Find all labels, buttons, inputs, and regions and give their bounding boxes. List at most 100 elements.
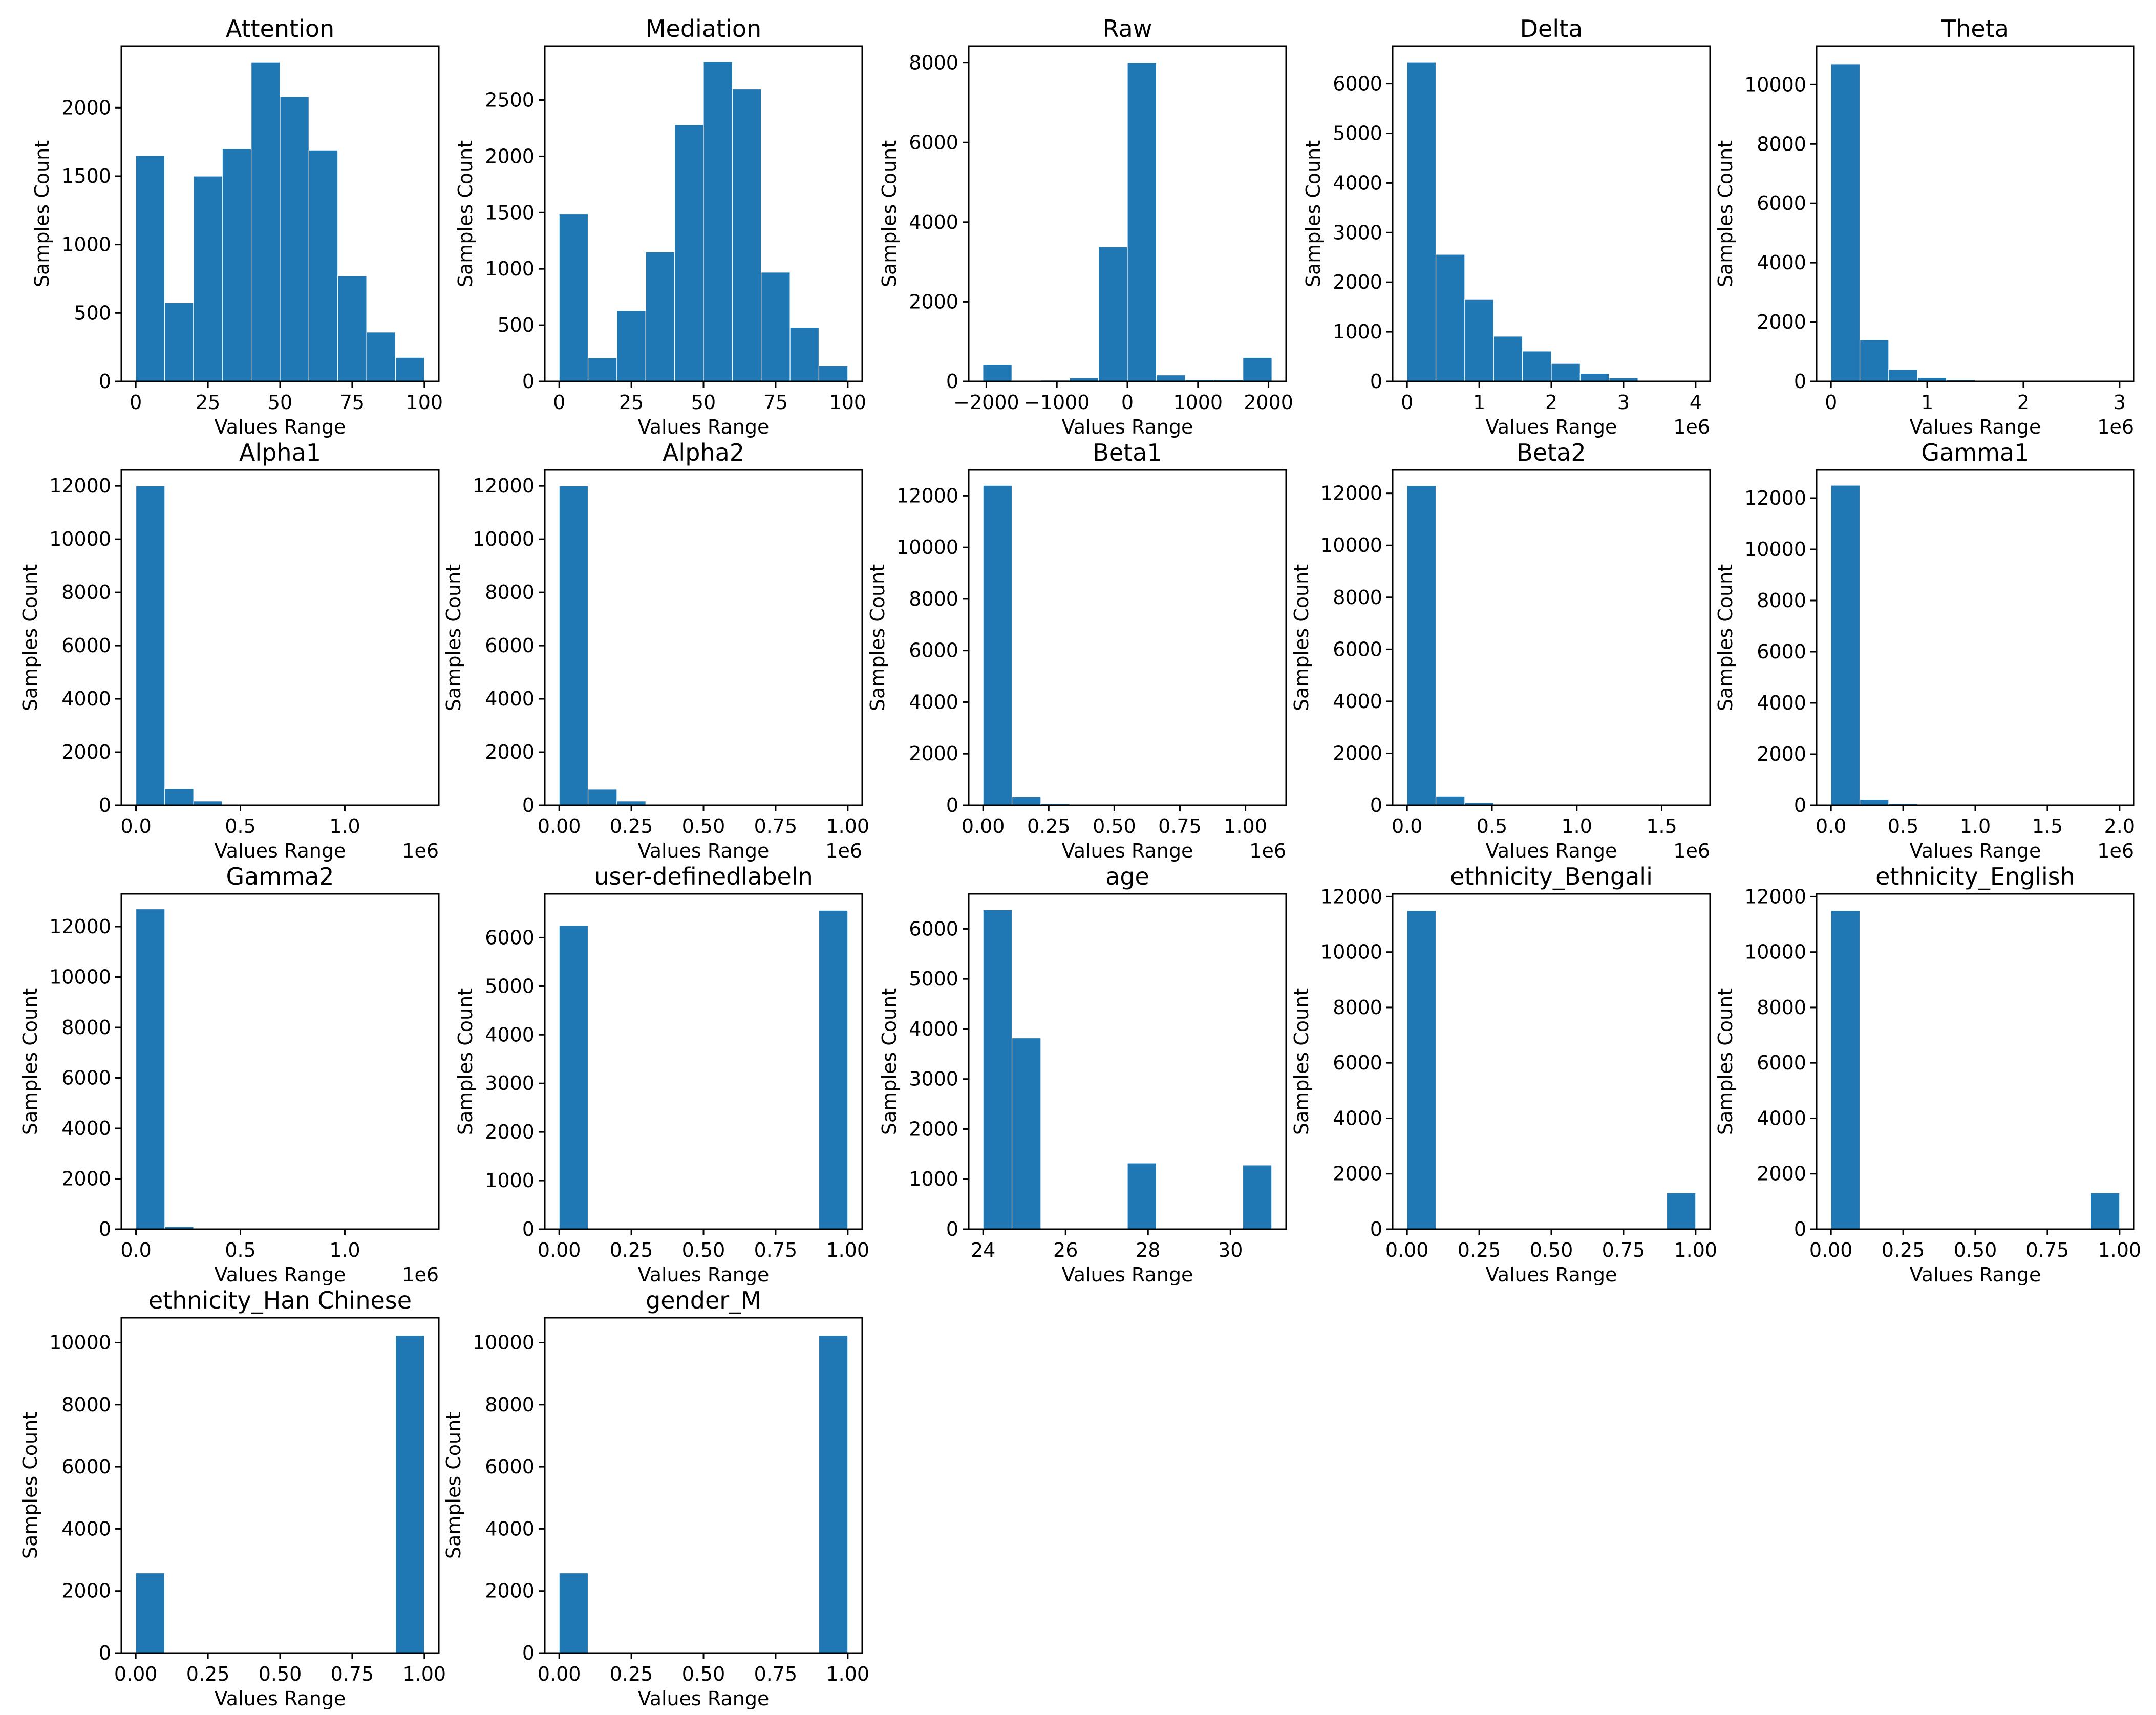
chart-raw-xtick-label-2: −1000 — [1024, 391, 1090, 414]
chart-raw-xtick-label-1: −2000 — [953, 391, 1019, 414]
chart-alpha1-bar-2 — [164, 788, 194, 806]
chart-age-xtick-label-1: 24 — [971, 1239, 995, 1261]
chart-attention-xtick-label-3: 50 — [268, 391, 292, 414]
chart-beta2: 0.0 0.5 1.0 1.5 0 2000 4000 6000 8000 10000 12000 B… — [1290, 439, 1711, 862]
chart-beta2-xtick-label-4: 1.5 — [1646, 815, 1677, 838]
chart-age-ytick-label-1: 0 — [946, 1218, 958, 1240]
chart-attention-bar-7 — [308, 149, 338, 382]
chart-ethnicity-bengali-xtick-label-1: 0.00 — [1385, 1239, 1429, 1261]
chart-age-xtick-label-3: 28 — [1136, 1239, 1160, 1261]
chart-gamma1: 0.0 0.5 1.0 1.5 2.0 0 2000 4000 6000 8000 10000 120… — [1714, 439, 2135, 862]
chart-gamma2-ylabel: Samples Count — [19, 988, 41, 1135]
chart-delta-xtick-label-3: 2 — [1545, 391, 1557, 414]
chart-alpha2-axes-frame — [544, 469, 863, 806]
chart-ethnicity-han-chinese-title: ethnicity_Han Chinese — [148, 1287, 412, 1314]
chart-ethnicity-han-chinese: 0.00 0.25 0.50 0.75 1.00 0 2000 4000 6000 8000 100… — [19, 1287, 446, 1710]
chart-theta-bar-1 — [1830, 63, 1861, 382]
chart-ethnicity-han-chinese-bar-1 — [135, 1572, 165, 1654]
chart-beta1-ytick-label-5: 8000 — [909, 588, 958, 610]
chart-ethnicity-bengali-bar-1 — [1406, 910, 1437, 1230]
chart-ethnicity-bengali-xlabel: Values Range — [1486, 1263, 1617, 1286]
chart-gender-m-xtick-label-2: 0.25 — [610, 1663, 653, 1685]
chart-ethnicity-bengali-ytick-label-5: 8000 — [1333, 996, 1382, 1019]
chart-attention-ytick-label-3: 1000 — [61, 233, 111, 256]
chart-beta1-ytick-label-4: 6000 — [909, 639, 958, 662]
chart-theta-ytick-label-3: 4000 — [1757, 251, 1806, 274]
chart-delta-ytick-label-3: 2000 — [1333, 271, 1382, 293]
chart-ethnicity-han-chinese-axes-frame — [120, 1317, 440, 1654]
chart-delta-ytick-label-7: 6000 — [1333, 73, 1382, 95]
chart-alpha1-ylabel: Samples Count — [19, 564, 41, 711]
chart-age-bar-2 — [1011, 1037, 1041, 1230]
chart-ethnicity-english-xtick-label-4: 0.75 — [2026, 1239, 2069, 1261]
chart-raw-xtick-label-4: 1000 — [1173, 391, 1223, 414]
chart-gender-m-axes-frame — [544, 1317, 863, 1654]
chart-user-definedlabeln-xtick-label-5: 1.00 — [826, 1239, 870, 1261]
chart-delta-ytick-label-2: 1000 — [1333, 320, 1382, 343]
chart-age-axes-frame — [968, 893, 1287, 1230]
chart-gamma1-ytick-label-4: 6000 — [1757, 640, 1806, 663]
chart-gamma2-axes-frame — [120, 893, 440, 1230]
chart-gamma1-title: Gamma1 — [1922, 439, 2030, 466]
chart-mediation-bar-5 — [674, 124, 704, 382]
chart-beta1-xtick-label-5: 1.00 — [1224, 815, 1267, 838]
chart-delta-x-offset-label: 1e6 — [1673, 416, 1710, 438]
chart-beta2-title: Beta2 — [1517, 439, 1586, 466]
chart-alpha1-xtick-label-2: 0.5 — [225, 815, 255, 838]
chart-user-definedlabeln-ytick-label-3: 2000 — [485, 1121, 535, 1143]
chart-raw-title: Raw — [1103, 15, 1152, 42]
chart-mediation: 0 25 50 75 10005001000150020002500MediationV… — [454, 15, 866, 438]
chart-beta2-bar-1 — [1406, 485, 1437, 806]
chart-attention-ytick-label-4: 1500 — [61, 165, 111, 187]
chart-age-bar-6 — [1127, 1163, 1157, 1230]
chart-user-definedlabeln-bar-10 — [818, 910, 848, 1230]
chart-alpha2-x-offset-label: 1e6 — [825, 840, 862, 862]
chart-raw-bar-6 — [1127, 62, 1157, 382]
chart-ethnicity-english-ytick-label-2: 2000 — [1757, 1163, 1806, 1185]
chart-alpha2-xtick-label-3: 0.50 — [682, 815, 725, 838]
chart-gamma2-ytick-label-7: 12000 — [49, 915, 111, 938]
chart-ethnicity-english-ytick-label-4: 6000 — [1757, 1052, 1806, 1074]
chart-gamma1-xlabel: Values Range — [1910, 840, 2041, 862]
chart-gamma1-bar-1 — [1830, 485, 1861, 806]
chart-mediation-ytick-label-1: 0 — [522, 370, 535, 393]
chart-theta-ytick-label-6: 10000 — [1744, 73, 1806, 96]
chart-mediation-xtick-label-5: 100 — [829, 391, 867, 414]
chart-attention-bar-8 — [337, 275, 367, 382]
chart-gender-m-ytick-label-3: 4000 — [485, 1517, 535, 1540]
chart-beta2-axes-frame — [1392, 469, 1711, 806]
chart-gender-m-xlabel: Values Range — [638, 1687, 770, 1710]
chart-beta1-xtick-label-1: 0.00 — [962, 815, 1005, 838]
chart-ethnicity-bengali-ytick-label-6: 10000 — [1320, 941, 1382, 963]
chart-beta2-xtick-label-3: 1.0 — [1562, 815, 1592, 838]
chart-user-definedlabeln-ytick-label-5: 4000 — [485, 1023, 535, 1046]
chart-attention-xtick-label-4: 75 — [340, 391, 365, 414]
chart-beta2-ytick-label-2: 2000 — [1333, 742, 1382, 764]
chart-delta-ytick-label-6: 5000 — [1333, 122, 1382, 145]
chart-ethnicity-english: 0.00 0.25 0.50 0.75 1.00 0 2000 4000 6000 8000 100… — [1714, 863, 2141, 1286]
chart-delta-title: Delta — [1520, 15, 1583, 42]
chart-gender-m-xtick-label-4: 0.75 — [754, 1663, 798, 1685]
chart-ethnicity-bengali-ytick-label-4: 6000 — [1333, 1052, 1382, 1074]
chart-delta-bar-2 — [1435, 254, 1465, 382]
chart-user-definedlabeln-ylabel: Samples Count — [454, 988, 477, 1135]
chart-mediation-xlabel: Values Range — [638, 416, 770, 438]
chart-mediation-bar-8 — [761, 272, 791, 382]
chart-alpha2-ytick-label-2: 2000 — [485, 741, 535, 763]
chart-mediation-bar-3 — [616, 310, 646, 382]
chart-user-definedlabeln-ytick-label-1: 0 — [522, 1218, 535, 1240]
chart-gender-m-bar-10 — [818, 1335, 848, 1654]
chart-mediation-title: Mediation — [646, 15, 761, 42]
chart-raw-ytick-label-4: 6000 — [909, 131, 958, 154]
chart-age-xtick-label-2: 26 — [1053, 1239, 1078, 1261]
chart-alpha1-ytick-label-7: 12000 — [49, 475, 111, 497]
chart-mediation-bar-10 — [818, 365, 848, 382]
chart-alpha1-ytick-label-5: 8000 — [61, 581, 111, 604]
chart-delta-xtick-label-5: 4 — [1690, 391, 1702, 414]
chart-ethnicity-han-chinese-ytick-label-2: 2000 — [61, 1580, 111, 1602]
chart-mediation-bar-4 — [645, 251, 675, 382]
chart-gamma2-ytick-label-4: 6000 — [61, 1067, 111, 1089]
chart-gender-m-title: gender_M — [646, 1287, 761, 1314]
chart-gamma1-ytick-label-5: 8000 — [1757, 589, 1806, 612]
chart-ethnicity-bengali-xtick-label-3: 0.50 — [1530, 1239, 1573, 1261]
